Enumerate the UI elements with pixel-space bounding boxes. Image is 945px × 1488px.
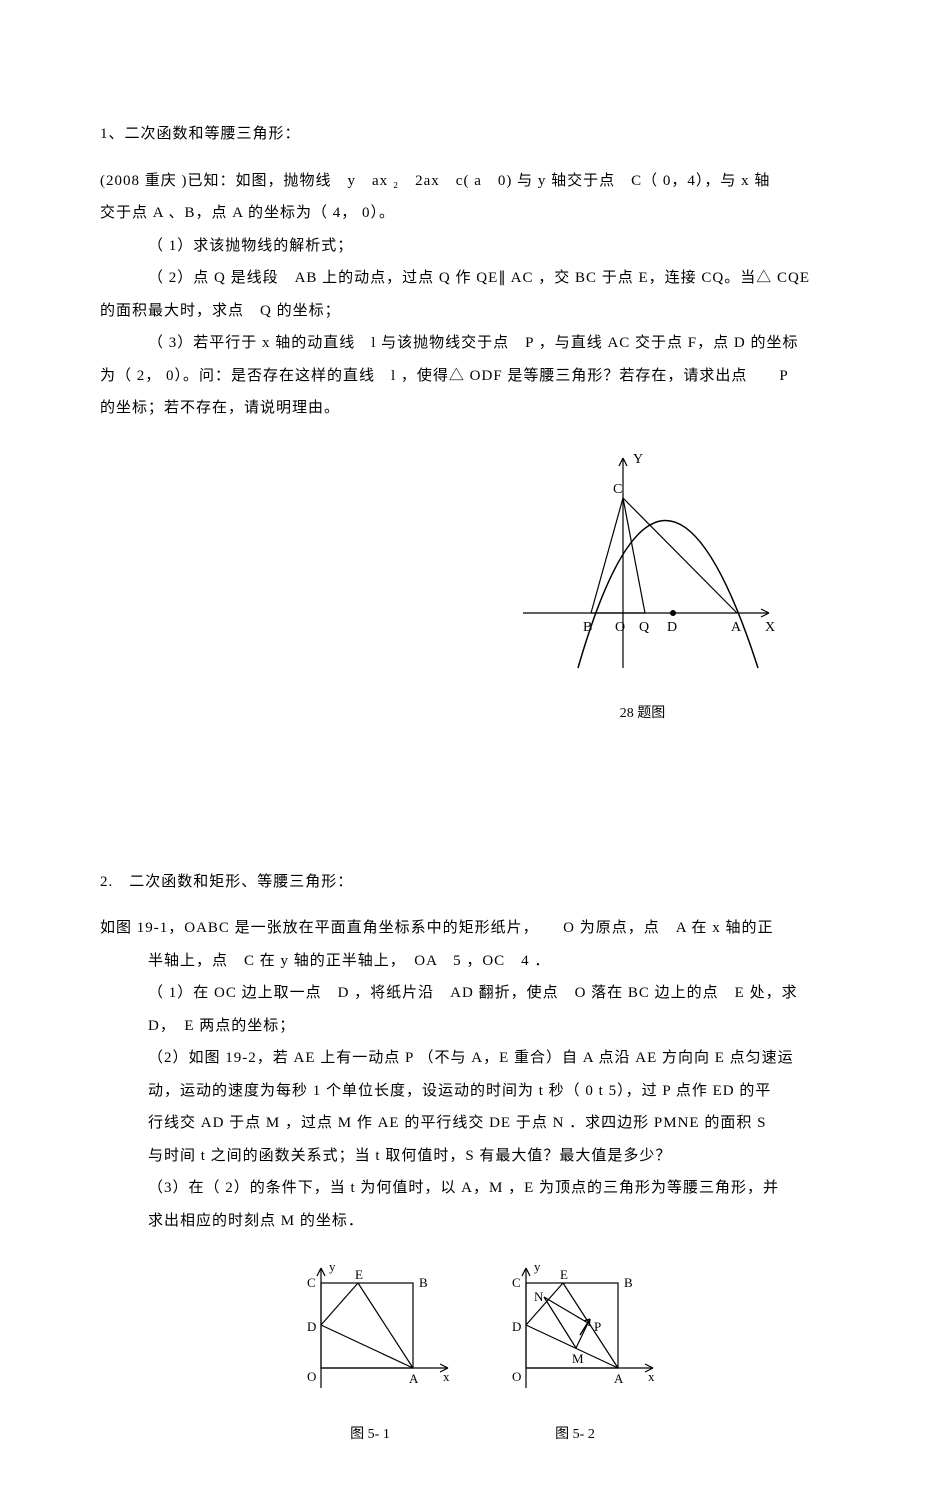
p1-q3c: 的坐标；若不存在，请说明理由。 — [100, 394, 845, 423]
p2-diagram-2: y x C E B D O A N P M — [488, 1253, 663, 1403]
p1-caption: 28 题图 — [440, 701, 845, 728]
svg-text:O: O — [307, 1369, 316, 1384]
p2-opening: 如图 19-1，OABC 是一张放在平面直角坐标系中的矩形纸片， O 为原点，点… — [100, 914, 845, 943]
p1-q2b: 的面积最大时，求点 Q 的坐标； — [100, 297, 845, 326]
svg-text:Y: Y — [633, 452, 643, 467]
p1-figure: B OQ D A CY X 28 题图 — [440, 443, 845, 728]
p1-opening2: 交于点 A 、B，点 A 的坐标为（ 4， 0）。 — [100, 199, 845, 228]
p1-opening: (2008 重庆 )已知：如图，抛物线 y ax ₂ 2ax c( a 0) 与… — [100, 167, 845, 196]
svg-text:N: N — [534, 1289, 544, 1304]
p2-q2c: 行线交 AD 于点 M ，过点 M 作 AE 的平行线交 DE 于点 N ．求四… — [100, 1109, 845, 1138]
svg-text:X: X — [765, 620, 775, 635]
svg-text:D: D — [667, 620, 677, 635]
svg-text:B: B — [624, 1275, 633, 1290]
svg-text:M: M — [572, 1351, 584, 1366]
problem1-title: 1、二次函数和等腰三角形： — [100, 120, 845, 149]
p1-diagram: B OQ D A CY X — [503, 443, 783, 683]
svg-text:O: O — [615, 620, 625, 635]
p1-q2: （ 2）点 Q 是线段 AB 上的动点，过点 Q 作 QE∥ AC ，交 BC … — [100, 264, 845, 293]
svg-text:y: y — [534, 1259, 541, 1274]
svg-text:D: D — [512, 1319, 521, 1334]
problem2-title: 2. 二次函数和矩形、等腰三角形： — [100, 868, 845, 897]
p1-q1: （ 1）求该抛物线的解析式； — [100, 232, 845, 261]
svg-text:Q: Q — [639, 620, 649, 635]
svg-text:x: x — [443, 1369, 450, 1384]
svg-text:A: A — [614, 1371, 624, 1386]
p2-q2: （2）如图 19-2，若 AE 上有一动点 P （不与 A，E 重合）自 A 点… — [100, 1044, 845, 1073]
p2-diagram-1: y x C E B D O A — [283, 1253, 458, 1403]
svg-text:O: O — [512, 1369, 521, 1384]
svg-text:E: E — [355, 1267, 363, 1282]
svg-text:A: A — [731, 620, 742, 635]
p2-q2b: 动，运动的速度为每秒 1 个单位长度，设运动的时间为 t 秒（ 0 t 5），过… — [100, 1077, 845, 1106]
p1-q3: （ 3）若平行于 x 轴的动直线 l 与该抛物线交于点 P ，与直线 AC 交于… — [100, 329, 845, 358]
svg-text:B: B — [583, 620, 592, 635]
svg-text:A: A — [409, 1371, 419, 1386]
svg-text:C: C — [512, 1275, 521, 1290]
p1-q3b: 为（ 2， 0）。问：是否存在这样的直线 l ，使得△ ODF 是等腰三角形？若… — [100, 362, 845, 391]
svg-text:C: C — [613, 482, 622, 497]
svg-text:y: y — [329, 1259, 336, 1274]
svg-text:D: D — [307, 1319, 316, 1334]
p2-caption2: 图 5- 2 — [488, 1422, 663, 1449]
p2-q3b: 求出相应的时刻点 M 的坐标． — [100, 1207, 845, 1236]
svg-text:E: E — [560, 1267, 568, 1282]
svg-text:P: P — [594, 1319, 601, 1334]
p2-opening-indent: 半轴上，点 C 在 y 轴的正半轴上， OA 5 ，OC 4 ． — [100, 947, 845, 976]
svg-text:x: x — [648, 1369, 655, 1384]
svg-text:C: C — [307, 1275, 316, 1290]
svg-text:B: B — [419, 1275, 428, 1290]
p2-caption1: 图 5- 1 — [283, 1422, 458, 1449]
p2-q1: （ 1）在 OC 边上取一点 D ，将纸片沿 AD 翻折，使点 O 落在 BC … — [100, 979, 845, 1008]
p2-q3: （3）在（ 2）的条件下，当 t 为何值时，以 A，M ，E 为顶点的三角形为等… — [100, 1174, 845, 1203]
p2-q2d: 与时间 t 之间的函数关系式；当 t 取何值时，S 有最大值？最大值是多少？ — [100, 1142, 845, 1171]
p2-figure-row: y x C E B D O A 图 5- 1 y x C E B D O A N P M 图 5- 2 — [100, 1253, 845, 1448]
p2-q1b: D， E 两点的坐标； — [100, 1012, 845, 1041]
